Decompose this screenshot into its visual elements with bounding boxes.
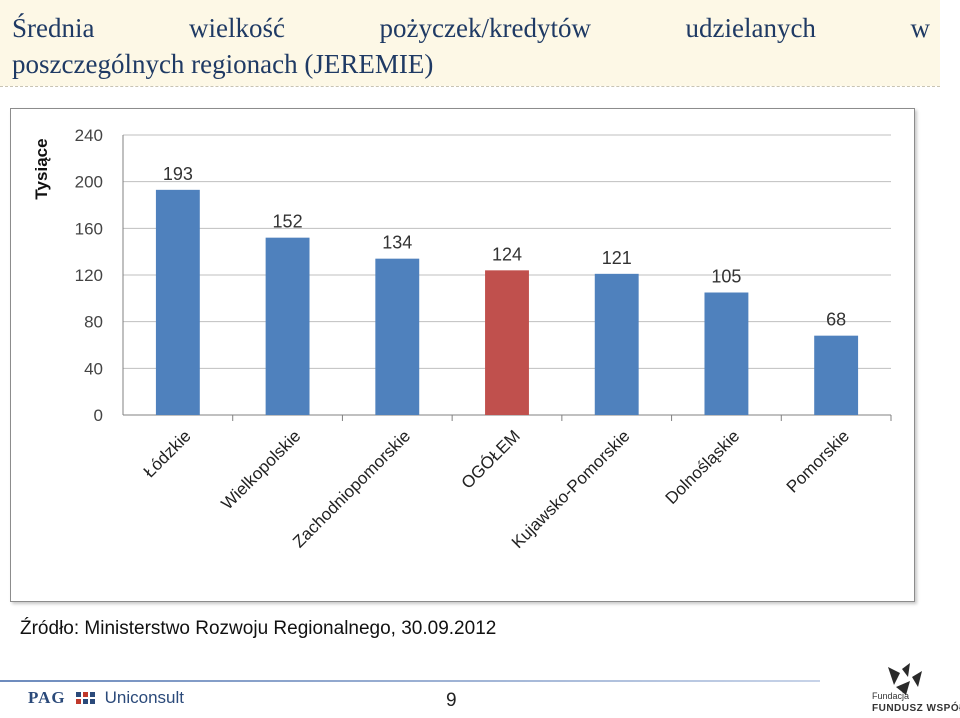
data-label: 124 xyxy=(492,244,522,264)
bar xyxy=(375,258,420,415)
category-label: OGÓŁEM xyxy=(458,426,524,492)
category-label: Pomorskie xyxy=(783,426,853,496)
chart-frame: 0 40 80 120 160 200 240 Tysiące 193 Łódzkie 152 Wie… xyxy=(10,108,915,602)
bar xyxy=(704,292,749,415)
title-word: wielkość xyxy=(189,13,285,43)
category-label: Łódzkie xyxy=(140,426,195,481)
logo-uniconsult-text: Uniconsult xyxy=(104,688,184,707)
y-tick-label: 0 xyxy=(94,406,103,425)
y-tick-label: 120 xyxy=(75,266,103,285)
category-label: Kujawsko-Pomorskie xyxy=(508,426,634,552)
fundusz-logo-text: Fundacja FUNDUSZ WSPÓŁPRACY xyxy=(872,690,960,715)
title-word: w xyxy=(910,13,930,43)
y-tick-label: 240 xyxy=(75,126,103,145)
title-area: Średnia wielkość pożyczek/kredytów udzie… xyxy=(0,0,940,86)
title-divider xyxy=(0,86,940,87)
category-label: Zachodniopomorskie xyxy=(289,426,414,551)
page-number: 9 xyxy=(446,690,457,711)
slide-title-line-2: poszczególnych regionach (JEREMIE) xyxy=(12,49,434,79)
bar xyxy=(814,335,859,415)
bar xyxy=(155,189,200,415)
y-tick-label: 40 xyxy=(84,359,103,378)
footer-divider xyxy=(0,680,820,682)
category-label: Dolnośląskie xyxy=(662,426,744,508)
y-tick-label: 80 xyxy=(84,313,103,332)
data-label: 134 xyxy=(382,233,412,253)
fundusz-logo-line-2: FUNDUSZ WSPÓŁPRACY xyxy=(872,703,960,714)
title-word: pożyczek/kredytów xyxy=(379,13,591,43)
source-note: Źródło: Ministerstwo Rozwoju Regionalneg… xyxy=(20,618,497,639)
logo-pag-text: PAG xyxy=(28,688,66,707)
bar xyxy=(485,270,529,415)
pag-uniconsult-logo: PAG Uniconsult xyxy=(28,688,184,708)
bar-chart: 0 40 80 120 160 200 240 Tysiące 193 Łódzkie 152 Wie… xyxy=(32,126,892,552)
data-label: 121 xyxy=(602,248,632,268)
data-label: 105 xyxy=(711,267,741,287)
logo-dots-icon xyxy=(75,692,95,704)
y-tick-label: 160 xyxy=(75,219,103,238)
data-label: 68 xyxy=(826,310,846,330)
title-word: Średnia xyxy=(12,13,95,43)
data-label: 152 xyxy=(273,212,303,232)
slide-title-line-1: Średnia wielkość pożyczek/kredytów udzie… xyxy=(12,12,930,44)
title-word: udzielanych xyxy=(685,13,816,43)
y-tick-label: 200 xyxy=(75,173,103,192)
bar xyxy=(594,273,639,415)
fundusz-wspolpracy-logo-icon xyxy=(888,663,922,695)
category-label: Wielkopolskie xyxy=(217,426,304,513)
bar xyxy=(265,237,310,415)
data-label: 193 xyxy=(163,164,193,184)
y-axis-title: Tysiące xyxy=(32,138,51,199)
fundusz-logo-line-1: Fundacja xyxy=(872,691,910,701)
